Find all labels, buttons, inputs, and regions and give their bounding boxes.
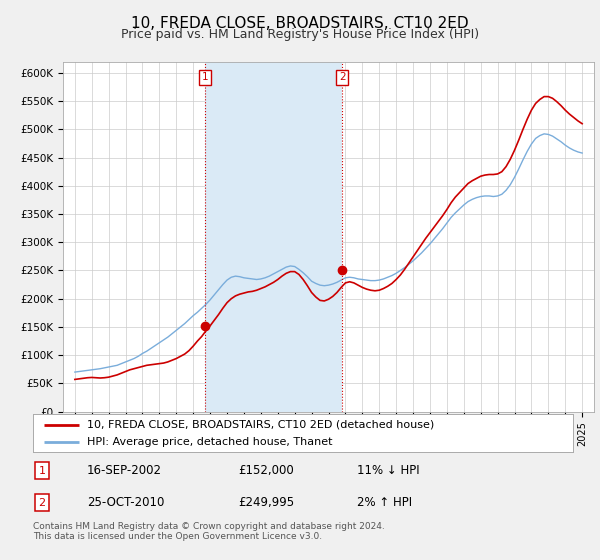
Text: 16-SEP-2002: 16-SEP-2002 [87, 464, 162, 477]
Text: 10, FREDA CLOSE, BROADSTAIRS, CT10 2ED (detached house): 10, FREDA CLOSE, BROADSTAIRS, CT10 2ED (… [87, 419, 434, 430]
Text: This data is licensed under the Open Government Licence v3.0.: This data is licensed under the Open Gov… [33, 532, 322, 541]
Text: 10, FREDA CLOSE, BROADSTAIRS, CT10 2ED: 10, FREDA CLOSE, BROADSTAIRS, CT10 2ED [131, 16, 469, 31]
Text: £249,995: £249,995 [238, 496, 295, 509]
Text: HPI: Average price, detached house, Thanet: HPI: Average price, detached house, Than… [87, 437, 332, 447]
Text: Price paid vs. HM Land Registry's House Price Index (HPI): Price paid vs. HM Land Registry's House … [121, 28, 479, 41]
Text: £152,000: £152,000 [238, 464, 294, 477]
Text: 1: 1 [38, 465, 46, 475]
Text: Contains HM Land Registry data © Crown copyright and database right 2024.: Contains HM Land Registry data © Crown c… [33, 522, 385, 531]
Text: 11% ↓ HPI: 11% ↓ HPI [357, 464, 419, 477]
Text: 25-OCT-2010: 25-OCT-2010 [87, 496, 164, 509]
Text: 2: 2 [38, 498, 46, 507]
Bar [205, 62, 342, 412]
Text: 2% ↑ HPI: 2% ↑ HPI [357, 496, 412, 509]
Text: 1: 1 [202, 72, 209, 82]
Text: 2: 2 [339, 72, 346, 82]
